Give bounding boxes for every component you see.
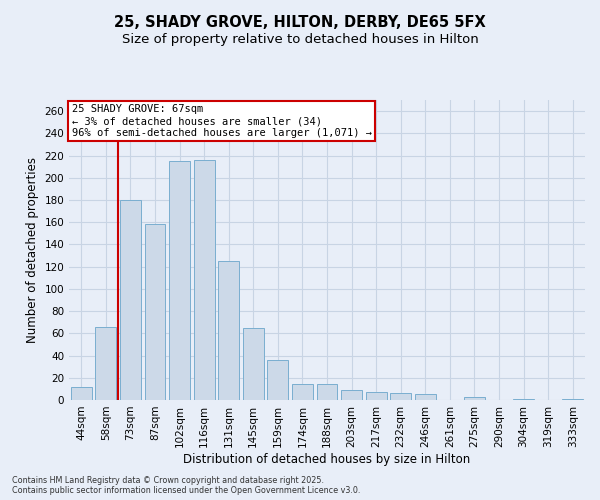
Bar <box>317 384 337 400</box>
Bar <box>292 384 313 400</box>
Bar <box>390 394 411 400</box>
Bar <box>243 328 264 400</box>
Bar <box>71 386 92 400</box>
Text: 25 SHADY GROVE: 67sqm
← 3% of detached houses are smaller (34)
96% of semi-detac: 25 SHADY GROVE: 67sqm ← 3% of detached h… <box>71 104 371 138</box>
Bar <box>169 161 190 400</box>
Bar <box>341 390 362 400</box>
Bar <box>365 392 386 400</box>
Text: Contains HM Land Registry data © Crown copyright and database right 2025.
Contai: Contains HM Land Registry data © Crown c… <box>12 476 361 495</box>
Bar <box>145 224 166 400</box>
Bar <box>562 399 583 400</box>
Y-axis label: Number of detached properties: Number of detached properties <box>26 157 39 343</box>
Bar <box>268 360 289 400</box>
Bar <box>464 396 485 400</box>
Text: Size of property relative to detached houses in Hilton: Size of property relative to detached ho… <box>122 32 478 46</box>
Text: 25, SHADY GROVE, HILTON, DERBY, DE65 5FX: 25, SHADY GROVE, HILTON, DERBY, DE65 5FX <box>114 15 486 30</box>
Bar <box>415 394 436 400</box>
Bar <box>513 399 534 400</box>
Bar <box>95 326 116 400</box>
X-axis label: Distribution of detached houses by size in Hilton: Distribution of detached houses by size … <box>184 452 470 466</box>
Bar <box>218 261 239 400</box>
Bar <box>120 200 141 400</box>
Bar <box>194 160 215 400</box>
